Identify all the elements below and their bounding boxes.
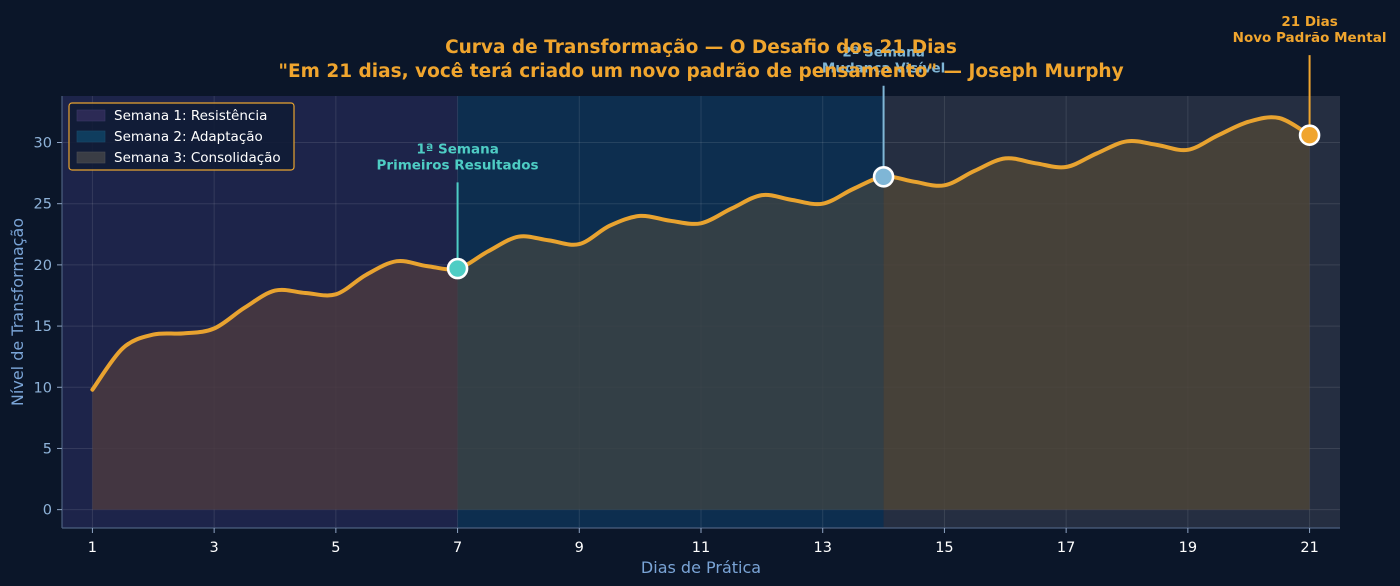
- milestone-marker: [446, 257, 469, 280]
- y-ticks: 0 5 10 15 20 25 30: [34, 136, 62, 519]
- x-tick-label: 15: [935, 540, 953, 556]
- y-tick-label: 5: [43, 441, 52, 457]
- legend-swatch-week-1: [76, 109, 106, 122]
- annotation-label: 2ª Semana: [842, 45, 924, 61]
- legend-label-week-3: Semana 3: Consolidação: [114, 150, 281, 166]
- area-fill-week-1: [92, 260, 458, 510]
- annotation-label: Novo Padrão Mental: [1233, 30, 1387, 46]
- legend-label-week-1: Semana 1: Resistência: [114, 108, 267, 124]
- y-tick-label: 15: [34, 319, 52, 335]
- y-tick-label: 30: [34, 136, 52, 152]
- legend-box: [68, 102, 295, 171]
- x-tick-label: 7: [453, 540, 462, 556]
- y-axis-label: Nível de Transformação: [8, 218, 27, 406]
- legend-label-week-2: Semana 2: Adaptação: [114, 129, 263, 145]
- x-tick-label: 5: [331, 540, 340, 556]
- legend-swatch-week-2: [76, 130, 106, 143]
- milestone-marker: [872, 165, 895, 188]
- x-tick-label: 11: [692, 540, 710, 556]
- chart-subtitle: "Em 21 dias, você terá criado um novo pa…: [278, 61, 1123, 82]
- transformation-line: [90, 115, 1312, 392]
- x-tick-label: 9: [575, 540, 584, 556]
- x-ticks: 1 3 5 7 9 11 13 15 17 19 21: [88, 528, 1319, 556]
- chart-title: Curva de Transformação — O Desafio dos 2…: [445, 37, 957, 58]
- legend: Semana 1: Resistência Semana 2: Adaptaçã…: [68, 102, 295, 171]
- y-tick-label: 25: [34, 197, 52, 213]
- annotation-label: Primeiros Resultados: [377, 157, 539, 173]
- area-fill-week-3: [883, 117, 1310, 510]
- x-tick-label: 1: [88, 540, 97, 556]
- y-tick-label: 20: [34, 258, 52, 274]
- annotation-label: 1ª Semana: [416, 141, 498, 157]
- legend-swatch-week-3: [76, 151, 106, 164]
- x-tick-label: 13: [813, 540, 831, 556]
- x-tick-label: 3: [210, 540, 219, 556]
- x-axis-label: Dias de Prática: [641, 558, 761, 577]
- milestone-marker: [1298, 124, 1321, 146]
- x-tick-label: 19: [1179, 540, 1197, 556]
- y-tick-label: 0: [43, 503, 52, 519]
- area-fills: [92, 117, 1310, 510]
- x-tick-label: 21: [1300, 540, 1318, 556]
- area-fill-week-2: [457, 176, 884, 510]
- x-tick-label: 17: [1057, 540, 1075, 556]
- annotation-label: 21 Dias: [1281, 14, 1337, 30]
- annotation-label: Mudança Visível: [822, 61, 945, 77]
- y-tick-label: 10: [34, 380, 52, 396]
